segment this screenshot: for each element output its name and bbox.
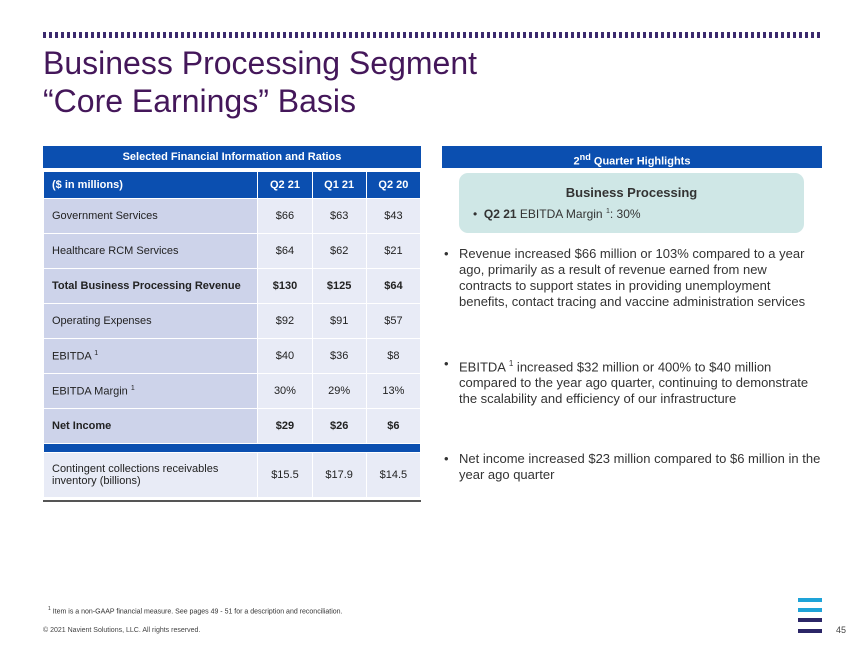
highlight-title: Business Processing bbox=[565, 185, 698, 200]
column-header: ($ in millions) bbox=[42, 171, 259, 199]
cell-value: $17.9 bbox=[311, 452, 367, 498]
table-bottom-rule bbox=[43, 500, 421, 502]
logo-bar bbox=[798, 608, 822, 612]
separator-bar bbox=[43, 443, 421, 453]
cell-value: $63 bbox=[311, 198, 367, 234]
row-label-text: EBITDA Margin bbox=[52, 385, 128, 398]
cell-value: $36 bbox=[311, 338, 367, 374]
cell-value: $40 bbox=[257, 338, 313, 374]
navient-logo-icon bbox=[798, 598, 822, 634]
row-label: EBITDA 1 bbox=[42, 338, 259, 374]
copyright: © 2021 Navient Solutions, LLC. All right… bbox=[43, 627, 201, 634]
cell-value: $15.5 bbox=[257, 452, 313, 498]
bullet-text: EBITDA 1 increased $32 million or 400% t… bbox=[459, 356, 822, 407]
page-number: 45 bbox=[836, 625, 847, 635]
footnote-marker: 1 bbox=[94, 349, 99, 357]
row-label: Total Business Processing Revenue bbox=[42, 268, 259, 304]
header-ordinal: nd bbox=[579, 152, 591, 162]
footnote: 1 Item is a non-GAAP financial measure. … bbox=[48, 606, 342, 615]
cell-value: $91 bbox=[311, 303, 367, 339]
cell-value: $6 bbox=[365, 408, 422, 444]
row-label: Government Services bbox=[42, 198, 259, 234]
cell-value: $64 bbox=[257, 233, 313, 269]
cell-value: $64 bbox=[365, 268, 422, 304]
bullet-symbol: • bbox=[444, 246, 449, 261]
cell-value: $8 bbox=[365, 338, 422, 374]
slide-title: Business Processing Segment “Core Earnin… bbox=[43, 44, 477, 120]
column-header: Q1 21 bbox=[311, 171, 367, 199]
quarter-highlights-header: 2nd Quarter Highlights bbox=[442, 146, 822, 168]
column-header: Q2 21 bbox=[257, 171, 313, 199]
highlight-item-value: : 30% bbox=[609, 207, 641, 221]
table-separator bbox=[43, 443, 421, 453]
cell-value: $43 bbox=[365, 198, 422, 234]
cell-value: $62 bbox=[311, 233, 367, 269]
table-row: EBITDA Margin 1 30% 29% 13% bbox=[42, 373, 422, 409]
logo-bar bbox=[798, 629, 822, 633]
title-line-1: Business Processing Segment bbox=[43, 45, 477, 81]
header-prefix: 2 bbox=[573, 155, 580, 168]
cell-value: $66 bbox=[257, 198, 313, 234]
title-line-2: “Core Earnings” Basis bbox=[43, 83, 356, 119]
bullet-text-part: Revenue increased $66 million or 103% co… bbox=[459, 246, 806, 309]
highlight-item: • Q2 21 EBITDA Margin 1: 30% bbox=[473, 207, 641, 221]
cell-value: $21 bbox=[365, 233, 422, 269]
cell-value: $14.5 bbox=[365, 452, 422, 498]
footnote-text: Item is a non-GAAP financial measure. Se… bbox=[50, 608, 343, 616]
cell-value: $130 bbox=[257, 268, 313, 304]
bullet-ebitda: • EBITDA 1 increased $32 million or 400%… bbox=[444, 356, 822, 407]
row-label: Net Income bbox=[42, 408, 259, 444]
top-stripe-divider bbox=[43, 32, 822, 38]
column-header: Q2 20 bbox=[365, 171, 422, 199]
bullet-net-income: • Net income increased $23 million compa… bbox=[444, 451, 822, 483]
bullet-text-part: Net income increased $23 million compare… bbox=[459, 451, 821, 482]
cell-value: $26 bbox=[311, 408, 367, 444]
row-label: Operating Expenses bbox=[42, 303, 259, 339]
cell-value: 29% bbox=[311, 373, 367, 409]
bullet-symbol: • bbox=[473, 207, 478, 221]
financial-info-header: Selected Financial Information and Ratio… bbox=[43, 146, 421, 168]
highlight-item-period: Q2 21 bbox=[483, 207, 517, 221]
bullet-symbol: • bbox=[444, 451, 449, 466]
footnote-marker: 1 bbox=[605, 208, 610, 215]
cell-value: $92 bbox=[257, 303, 313, 339]
highlight-item-text: EBITDA Margin bbox=[516, 207, 603, 221]
footnote-marker: 1 bbox=[48, 606, 51, 612]
cell-value: $125 bbox=[311, 268, 367, 304]
financial-table: ($ in millions) Q2 21 Q1 21 Q2 20 Govern… bbox=[42, 171, 422, 498]
bullet-text: Net income increased $23 million compare… bbox=[459, 451, 822, 483]
table-row-total: Total Business Processing Revenue $130 $… bbox=[42, 268, 422, 304]
cell-value: 13% bbox=[365, 373, 422, 409]
table-header-row: ($ in millions) Q2 21 Q1 21 Q2 20 bbox=[42, 171, 422, 199]
table-row: Healthcare RCM Services $64 $62 $21 bbox=[42, 233, 422, 269]
cell-value: 30% bbox=[257, 373, 313, 409]
row-label: Healthcare RCM Services bbox=[42, 233, 259, 269]
table-row: Government Services $66 $63 $43 bbox=[42, 198, 422, 234]
business-processing-highlight-box: Business Processing • Q2 21 EBITDA Margi… bbox=[459, 173, 804, 233]
table-row: EBITDA 1 $40 $36 $8 bbox=[42, 338, 422, 374]
bullet-text-part: increased $32 million or 400% to $40 mil… bbox=[459, 359, 809, 407]
row-label: Contingent collections receivables inven… bbox=[42, 452, 259, 498]
row-label: EBITDA Margin 1 bbox=[42, 373, 259, 409]
table-row-net-income: Net Income $29 $26 $6 bbox=[42, 408, 422, 444]
footnote-marker: 1 bbox=[130, 384, 135, 392]
table-row: Contingent collections receivables inven… bbox=[42, 452, 422, 498]
header-suffix: Quarter Highlights bbox=[590, 155, 691, 168]
row-label-text: EBITDA bbox=[52, 350, 92, 363]
table-row: Operating Expenses $92 $91 $57 bbox=[42, 303, 422, 339]
bullet-revenue: • Revenue increased $66 million or 103% … bbox=[444, 246, 822, 310]
bullet-text: Revenue increased $66 million or 103% co… bbox=[459, 246, 822, 310]
cell-value: $29 bbox=[257, 408, 313, 444]
logo-bar bbox=[798, 618, 822, 622]
footnote-marker: 1 bbox=[508, 359, 514, 368]
cell-value: $57 bbox=[365, 303, 422, 339]
bullet-symbol: • bbox=[444, 356, 449, 371]
bullet-text-part: EBITDA bbox=[459, 359, 509, 375]
logo-bar bbox=[798, 598, 822, 602]
